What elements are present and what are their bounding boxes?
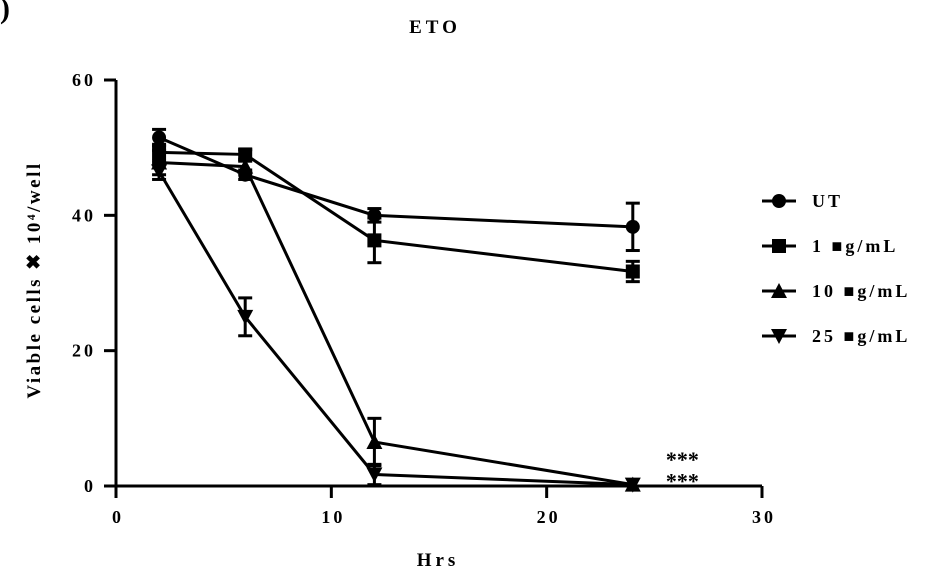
x-tick-label: 30	[752, 507, 776, 527]
series-1	[152, 127, 640, 253]
x-tick-label: 0	[112, 507, 124, 527]
legend-entry: 10 ■g/mL	[762, 281, 910, 301]
series-line	[158, 161, 634, 487]
data-point	[625, 264, 640, 279]
data-point	[151, 164, 168, 180]
y-tick-label: 0	[84, 476, 96, 496]
data-point	[366, 467, 383, 483]
data-point	[772, 239, 786, 253]
series-line	[159, 150, 633, 273]
series-line	[158, 136, 633, 229]
legend-entry: UT	[762, 191, 843, 211]
significance-marker: ***	[666, 469, 699, 494]
y-tick-label: 40	[72, 205, 96, 225]
data-point	[771, 329, 787, 344]
data-point	[237, 158, 254, 174]
legend-entry: 25 ■g/mL	[762, 326, 910, 346]
data-point	[366, 434, 383, 450]
data-point	[237, 309, 254, 325]
series-4	[151, 161, 641, 493]
legend-label: UT	[812, 191, 843, 211]
series-layer	[151, 127, 641, 493]
legend-label: 1 ■g/mL	[812, 236, 898, 256]
data-point	[152, 130, 167, 145]
data-point	[625, 219, 640, 234]
y-tick-label: 60	[72, 70, 96, 90]
legend: UT 1 ■g/mL 10 ■g/mL 25 ■g/mL	[762, 191, 910, 346]
data-point	[771, 283, 787, 298]
x-axis-label: Hrs	[417, 550, 460, 571]
data-point	[624, 477, 641, 493]
axes: 0 20 40 60 0 10 20 30	[72, 70, 776, 527]
y-axis-label: Viable cells ✖ 10⁴/well	[24, 161, 45, 398]
data-point	[238, 147, 253, 162]
significance-marker: ***	[666, 447, 699, 472]
data-point	[367, 233, 382, 248]
legend-entry: 1 ■g/mL	[762, 236, 898, 256]
x-tick-label: 10	[321, 507, 345, 527]
legend-label: 25 ■g/mL	[812, 326, 910, 346]
x-tick-label: 20	[537, 507, 561, 527]
series-line	[157, 170, 633, 487]
legend-label: 10 ■g/mL	[812, 281, 910, 301]
chart-title: ETO	[409, 17, 461, 38]
annotation-layer: ******	[666, 447, 699, 494]
data-point	[772, 194, 786, 208]
panel-letter: )	[0, 0, 10, 25]
y-tick-label: 20	[72, 341, 96, 361]
series-3	[151, 148, 641, 492]
